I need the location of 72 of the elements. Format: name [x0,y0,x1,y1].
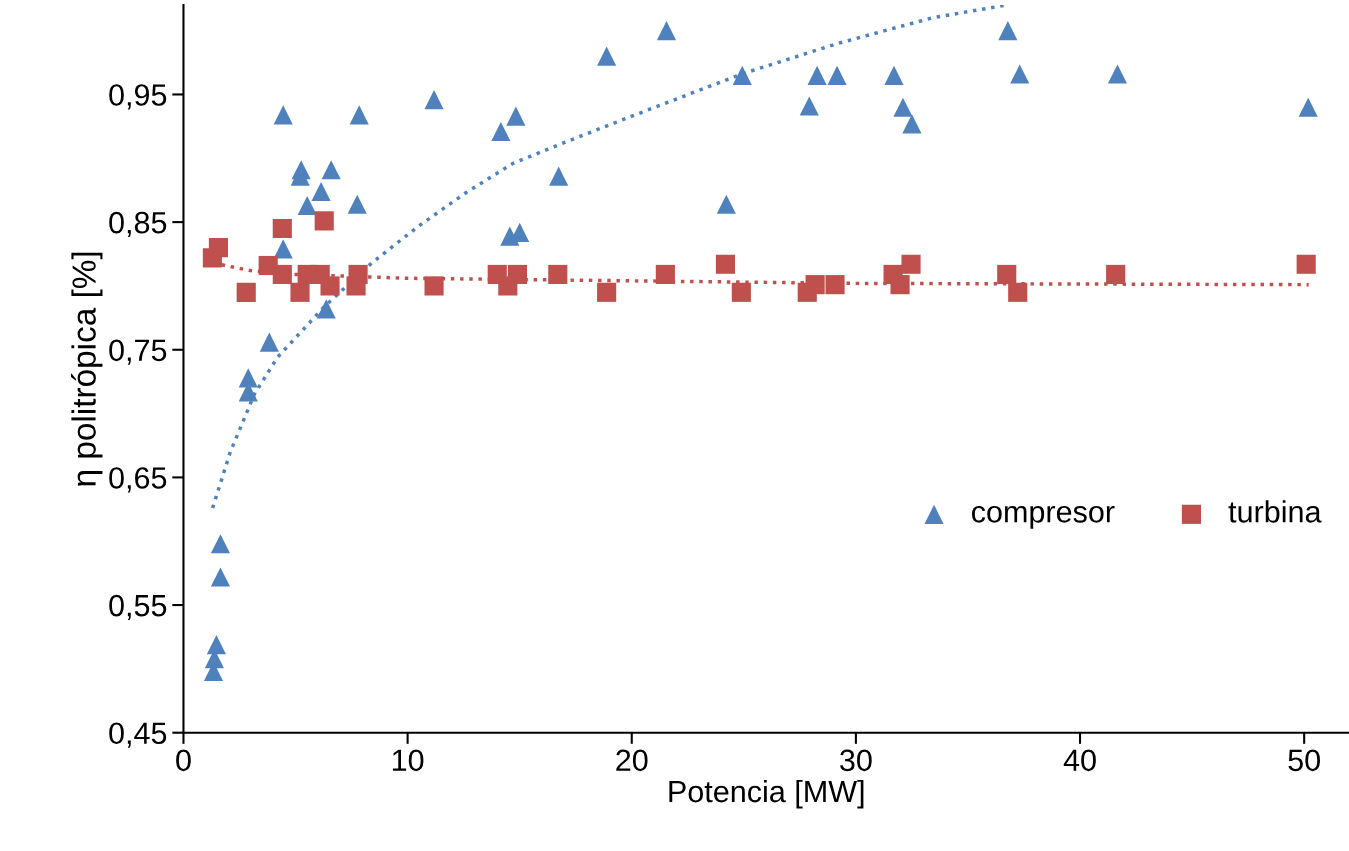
point [656,21,677,41]
point [807,65,827,85]
y-axis-title: η politrópica [%] [71,252,103,486]
point [316,299,336,319]
y-tick-label: 0,95 [109,84,167,110]
point [347,194,367,214]
point [655,264,675,285]
y-tick-label: 0,45 [109,722,167,748]
point [208,238,228,258]
x-tick-label: 0 [176,749,191,772]
point [311,181,331,202]
point [1296,254,1316,274]
point [805,275,825,295]
point [1008,282,1028,302]
point [314,211,334,231]
point [549,166,569,186]
point [297,195,317,216]
point [272,264,292,285]
point [1298,97,1318,117]
legend-label: compresor [972,505,1115,529]
x-tick-label: 50 [1288,749,1320,772]
y-tick-label: 0,55 [109,594,167,621]
point [273,105,293,125]
x-tick-label: 40 [1063,749,1096,772]
point [321,160,341,180]
point [597,282,617,302]
y-tick-label: 0,65 [109,467,167,493]
point [259,332,279,352]
point [901,254,921,274]
x-tick-label: 10 [392,749,424,772]
point [491,121,511,142]
point [716,194,736,214]
point [424,89,444,110]
y-tick-label: 0,75 [109,339,167,365]
point [1106,264,1126,285]
y-tick-label: 0,85 [109,211,167,238]
point [827,65,847,85]
point [424,276,444,296]
point [998,21,1018,41]
point [506,106,526,126]
legend-label: turbina [1228,500,1322,523]
point [348,264,368,285]
point [291,160,311,180]
point [825,275,845,295]
point [320,276,340,296]
point [890,275,910,295]
point [597,46,617,66]
point [799,96,819,116]
point [210,567,231,587]
point [272,218,292,239]
point [548,264,568,285]
point [731,282,751,302]
point [902,114,922,134]
point [893,97,913,117]
point [1010,64,1030,84]
point [290,282,310,302]
point [206,635,226,655]
point [997,264,1017,285]
point [507,264,528,285]
x-tick-label: 20 [616,749,648,772]
point [238,368,258,388]
point [884,65,904,85]
point [349,105,369,125]
x-axis-title: Potencia [MW] [669,779,864,809]
point [273,239,293,259]
point [236,282,256,302]
point [210,534,231,554]
point [510,222,530,242]
point [715,254,736,274]
point [1107,64,1128,84]
point [732,65,752,85]
x-tick-label: 30 [840,749,872,772]
